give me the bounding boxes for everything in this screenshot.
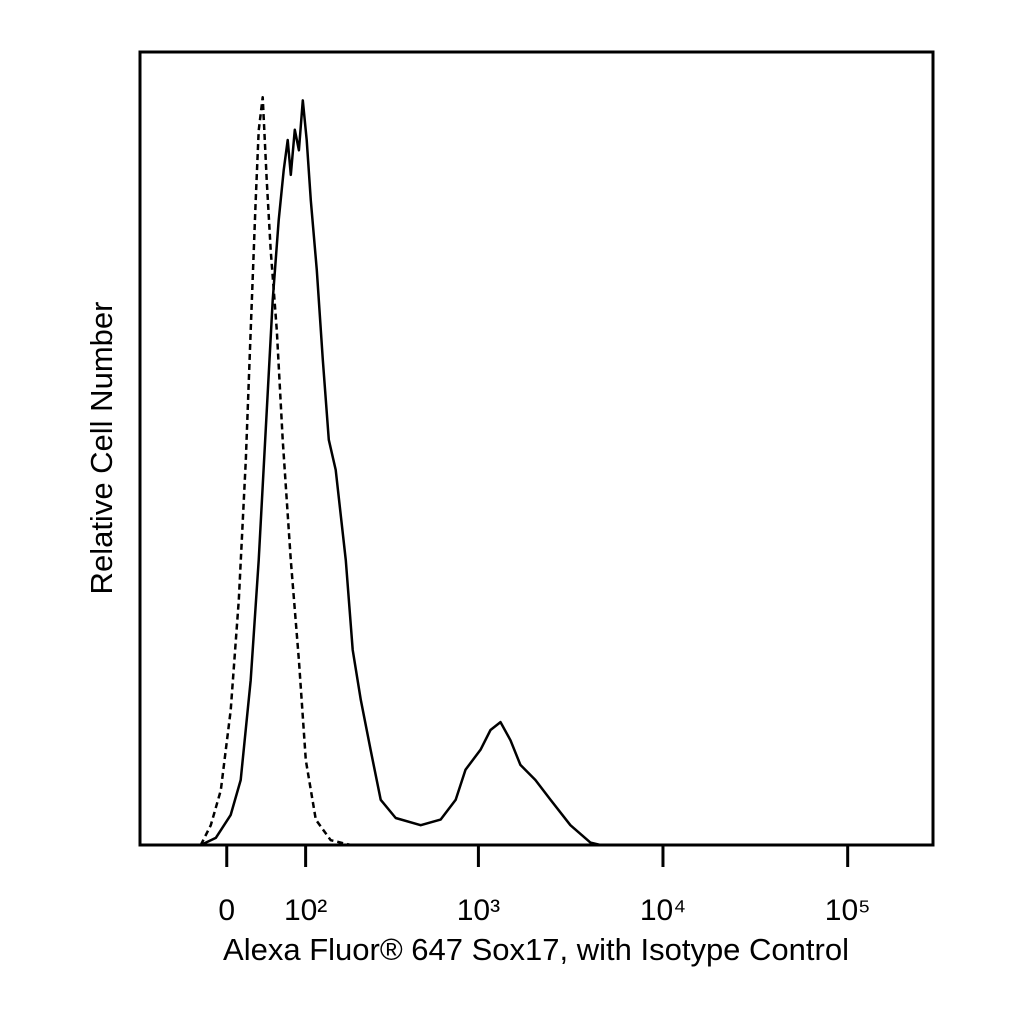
plot-frame [138, 50, 935, 847]
x-tick-label: 10³ [457, 894, 500, 927]
dashed-line [199, 95, 925, 847]
x-tick-label: 10⁴ [640, 894, 686, 927]
y-axis-label: Relative Cell Number [84, 302, 119, 595]
solid-line [200, 99, 925, 847]
x-tick-label: 0 [218, 894, 235, 927]
x-axis-label: Alexa Fluor® 647 Sox17, with Isotype Con… [223, 932, 849, 967]
x-tick-label: 10⁵ [825, 894, 871, 927]
x-tick-label: 10² [284, 894, 327, 927]
